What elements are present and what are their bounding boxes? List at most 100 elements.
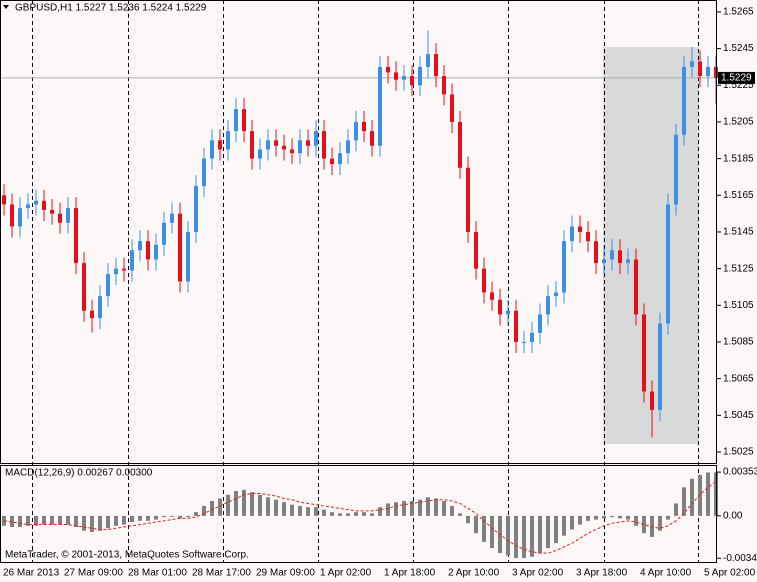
macd-bar	[466, 515, 470, 524]
x-tick-label: 1 Apr 18:00	[384, 568, 436, 579]
macd-bar	[378, 507, 382, 516]
candle-body	[146, 241, 150, 260]
candle-body	[242, 109, 246, 132]
candle-body	[378, 66, 382, 146]
candle-body	[698, 61, 702, 77]
macd-bar	[346, 513, 350, 516]
macd-bar	[178, 515, 182, 519]
chart-title: GBPUSD,H1 1.5227 1.5236 1.5224 1.5229	[15, 3, 207, 14]
candle-body	[98, 296, 102, 319]
candle-body	[90, 310, 94, 319]
candle-body	[674, 134, 678, 205]
macd-bar	[690, 478, 694, 516]
candle-body	[474, 231, 478, 269]
macd-bar	[10, 515, 14, 528]
macd-bar	[642, 515, 646, 534]
macd-bar	[618, 515, 622, 519]
x-tick-label: 29 Mar 09:00	[256, 568, 315, 579]
x-tick-label: 26 Mar 2013	[3, 568, 60, 579]
candle-body	[450, 94, 454, 122]
macd-bar	[570, 515, 574, 530]
candle-body	[554, 292, 558, 297]
x-tick-label: 28 Mar 01:00	[128, 568, 187, 579]
copyright: MetaTrader, © 2001-2013, MetaQuotes Soft…	[5, 550, 249, 561]
y-tick-label: 1.5245	[723, 43, 754, 54]
candle-body	[306, 140, 310, 146]
macd-bar	[546, 515, 550, 549]
y-tick-label: 1.5145	[723, 227, 754, 238]
macd-bar	[650, 515, 654, 537]
candle-body	[658, 323, 662, 410]
macd-bar	[266, 497, 270, 516]
candle-body	[26, 204, 30, 209]
macd-bar	[594, 515, 598, 520]
period-separators	[32, 0, 699, 563]
macd-bar	[426, 497, 430, 516]
candle-body	[122, 268, 126, 271]
candle-body	[546, 296, 550, 315]
macd-bar	[506, 515, 510, 556]
candle-body	[362, 121, 366, 132]
macd-bar	[298, 505, 302, 516]
macd-bar	[538, 515, 542, 554]
candle-body	[506, 310, 510, 315]
macd-bar	[282, 502, 286, 516]
macd-bar	[314, 507, 318, 516]
macd-bar	[522, 515, 526, 559]
macd-bar	[554, 515, 558, 544]
macd-bar	[162, 515, 166, 518]
candle-body	[18, 208, 22, 227]
macd-bar	[442, 500, 446, 516]
candle-body	[2, 195, 6, 205]
candle-body	[82, 263, 86, 311]
candle-body	[514, 310, 518, 342]
candle-body	[114, 268, 118, 275]
macd-bar	[706, 472, 710, 516]
candle-body	[194, 186, 198, 232]
candle-body	[602, 259, 606, 264]
candle-body	[226, 131, 230, 150]
candle-body	[162, 222, 166, 245]
candle-body	[338, 153, 342, 165]
macd-bar	[370, 513, 374, 516]
candle-body	[130, 250, 134, 271]
current-price-box	[718, 71, 755, 84]
y-tick-label: 1.5265	[723, 7, 754, 18]
macd-bar	[306, 507, 310, 516]
macd-bar	[250, 492, 254, 516]
candle-body	[258, 149, 262, 159]
y-tick-label: 1.5225	[723, 80, 754, 91]
macd-bar	[418, 499, 422, 516]
macd-bar	[394, 502, 398, 516]
macd-bar	[514, 515, 518, 559]
y-tick-label: 1.5045	[723, 410, 754, 421]
macd-bar	[410, 500, 414, 516]
macd-bar	[18, 515, 22, 528]
macd-bar	[26, 515, 30, 526]
macd-bar	[338, 513, 342, 516]
y-tick-label: 1.5125	[723, 263, 754, 274]
candle-body	[570, 226, 574, 242]
candle-body	[266, 140, 270, 150]
candle-body	[682, 66, 686, 135]
x-tick-label: 2 Apr 10:00	[448, 568, 500, 579]
macd-bar	[170, 515, 174, 517]
candle-body	[562, 241, 566, 293]
candle-body	[34, 200, 38, 205]
macd-bar	[530, 515, 534, 557]
macd-bar	[42, 515, 46, 525]
macd-bar	[354, 512, 358, 516]
macd-bar	[458, 513, 462, 516]
macd-bar	[434, 498, 438, 516]
menu-arrow[interactable]	[3, 5, 9, 9]
candle-body	[498, 299, 502, 315]
y-tick-label: 1.5025	[723, 447, 754, 458]
candle-body	[186, 231, 190, 282]
candle-body	[538, 314, 542, 333]
candle-body	[10, 204, 14, 227]
macd-bar	[490, 515, 494, 549]
macd-bar	[186, 515, 190, 518]
macd-bar	[586, 515, 590, 521]
candle-body	[586, 231, 590, 242]
macd-bar	[2, 515, 6, 526]
